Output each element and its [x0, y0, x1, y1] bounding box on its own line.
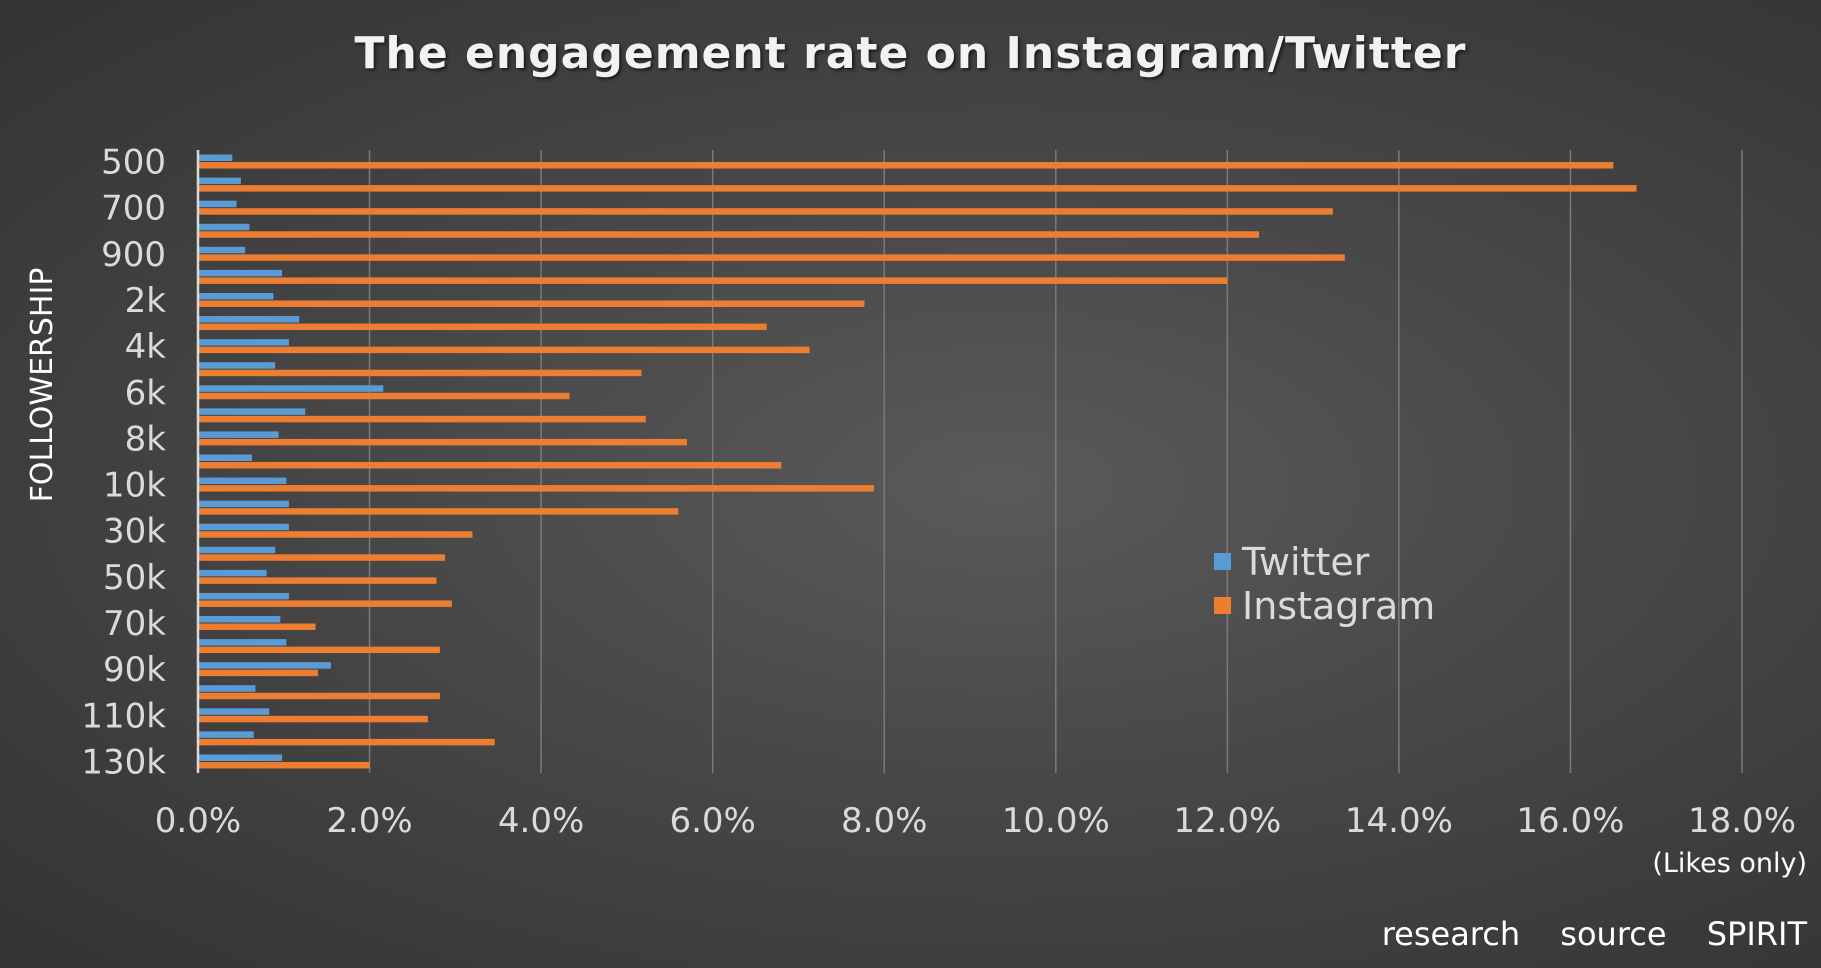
x-tick-label: 10.0% [1002, 801, 1110, 841]
chart-title: The engagement rate on Instagram/Twitter [354, 28, 1467, 79]
bar-twitter-40k [198, 546, 276, 554]
bar-instagram-80k [198, 646, 440, 654]
bar-instagram-5k [198, 369, 642, 377]
bar-twitter-100k [198, 685, 256, 692]
bar-twitter-80k [198, 639, 287, 646]
y-tick-label: 10k [103, 466, 166, 506]
bar-twitter-50k [198, 569, 267, 577]
legend-swatch-instagram [1214, 597, 1231, 614]
bar-instagram-800 [198, 231, 1260, 238]
y-tick-label: 30k [103, 512, 166, 552]
bar-instagram-130k [198, 761, 370, 769]
legend-label-instagram: Instagram [1242, 584, 1435, 628]
bar-twitter-10k [198, 477, 287, 485]
bar-twitter-1k [198, 269, 283, 277]
bar-twitter-9k [198, 454, 253, 461]
legend-swatch-twitter [1214, 553, 1231, 570]
y-tick-label: 4k [125, 327, 167, 367]
bars [196, 150, 1637, 773]
y-tick-label: 6k [125, 373, 167, 413]
y-tick-labels: 500 700 900 2k 4k 6k 8k 10k 30k 50k 70k 90k 110k 130k [81, 143, 166, 783]
bar-twitter-70k [198, 616, 281, 623]
bar-instagram-9k [198, 462, 782, 469]
x-tick-label: 8.0% [841, 801, 927, 841]
bar-instagram-1k [198, 277, 1228, 284]
y-tick-label: 700 [101, 189, 166, 229]
bar-twitter-3k [198, 316, 300, 323]
bar-instagram-7k [198, 415, 646, 423]
bar-twitter-110k [198, 708, 270, 715]
legend-label-twitter: Twitter [1241, 540, 1370, 584]
x-tick-labels: 0.0% 2.0% 4.0% 6.0% 8.0% 10.0% 12.0% 14.0% 16.0%… [155, 801, 1796, 841]
x-tick-label: 2.0% [326, 801, 412, 841]
bar-twitter-2k [198, 292, 274, 300]
bar-twitter-8k [198, 431, 279, 438]
x-tick-label: 14.0% [1345, 801, 1453, 841]
bar-instagram-100k [198, 692, 440, 700]
bar-instagram-50k [198, 577, 437, 584]
y-tick-label: 130k [81, 742, 166, 782]
y-tick-label: 110k [81, 696, 166, 736]
bar-instagram-90k [198, 669, 319, 677]
bar-twitter-60k [198, 592, 289, 600]
bar-instagram-40k [198, 554, 446, 561]
y-tick-label: 50k [103, 558, 166, 598]
bar-twitter-90k [198, 662, 331, 669]
x-tick-label: 18.0% [1688, 801, 1796, 841]
y-tick-label: 8k [125, 419, 167, 459]
bar-twitter-7k [198, 408, 306, 415]
bar-twitter-700 [198, 200, 237, 208]
source-credit: research source SPIRIT [1381, 915, 1807, 953]
bar-instagram-700 [198, 208, 1333, 215]
y-tick-label: 500 [101, 143, 166, 183]
bar-instagram-70k [198, 623, 316, 631]
x-tick-label: 12.0% [1173, 801, 1281, 841]
bar-twitter-130k [198, 754, 283, 761]
x-tick-label: 6.0% [669, 801, 755, 841]
bar-instagram-900 [198, 254, 1345, 261]
y-tick-label: 2k [125, 281, 167, 321]
bar-twitter-30k [198, 523, 289, 531]
y-tick-label: 70k [103, 604, 166, 644]
y-tick-label: 90k [103, 650, 166, 690]
bar-instagram-30k [198, 531, 473, 538]
bar-instagram-20k [198, 508, 679, 515]
bar-instagram-60k [198, 600, 452, 607]
bar-twitter-120k [198, 731, 254, 738]
bar-instagram-6k [198, 392, 570, 400]
bar-instagram-3k [198, 323, 767, 331]
bar-twitter-600 [198, 177, 241, 185]
bar-twitter-800 [198, 223, 250, 231]
bar-instagram-8k [198, 438, 687, 446]
bar-instagram-110k [198, 715, 428, 723]
bar-instagram-500 [198, 162, 1614, 169]
bar-twitter-900 [198, 246, 246, 254]
bar-instagram-4k [198, 346, 810, 354]
bar-twitter-6k [198, 385, 384, 392]
gridlines [368, 150, 1743, 773]
bar-twitter-4k [198, 339, 289, 346]
y-axis-label: FOLLOWERSHIP [25, 268, 60, 503]
x-tick-label: 4.0% [498, 801, 584, 841]
bar-instagram-2k [198, 300, 865, 307]
x-tick-label: 0.0% [155, 801, 241, 841]
bar-instagram-10k [198, 485, 874, 492]
bar-twitter-5k [198, 362, 276, 369]
bar-twitter-20k [198, 500, 289, 508]
y-tick-label: 900 [101, 235, 166, 275]
bar-instagram-600 [198, 185, 1637, 192]
x-tick-label: 16.0% [1516, 801, 1624, 841]
bar-twitter-500 [198, 154, 233, 162]
unit-note: (Likes only) [1652, 848, 1807, 879]
bar-instagram-120k [198, 738, 495, 746]
